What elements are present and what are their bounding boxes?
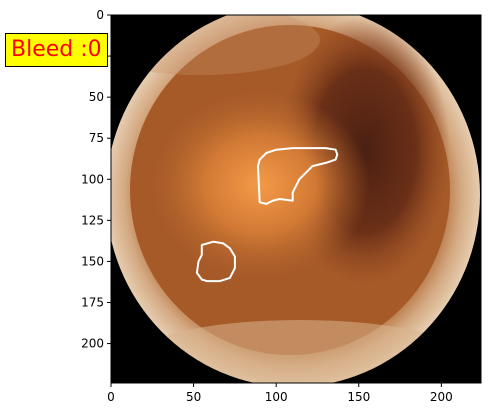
region-outlines	[195, 147, 339, 283]
y-tick-label: 150	[81, 254, 104, 268]
y-tick-label: 50	[89, 90, 104, 104]
y-tick-label: 100	[81, 172, 104, 186]
x-tick-label: 200	[430, 390, 453, 404]
axes-frame	[110, 14, 482, 384]
x-tick-label: 100	[265, 390, 288, 404]
y-tick-label: 200	[81, 337, 104, 351]
y-axis: 0255075100125150175200	[81, 8, 111, 351]
x-tick-label: 50	[186, 390, 201, 404]
x-tick-label: 0	[107, 390, 115, 404]
region-1-outline	[257, 147, 339, 205]
endoscopy-image	[111, 15, 481, 383]
y-tick-label: 0	[96, 8, 104, 22]
bleed-label: Bleed :0	[5, 33, 108, 67]
y-tick-label: 175	[81, 296, 104, 310]
x-axis: 0 50 100 150 200	[107, 383, 453, 404]
y-tick-label: 125	[81, 213, 104, 227]
x-tick-label: 150	[347, 390, 370, 404]
y-tick-label: 75	[89, 131, 104, 145]
region-2-outline	[195, 240, 236, 283]
